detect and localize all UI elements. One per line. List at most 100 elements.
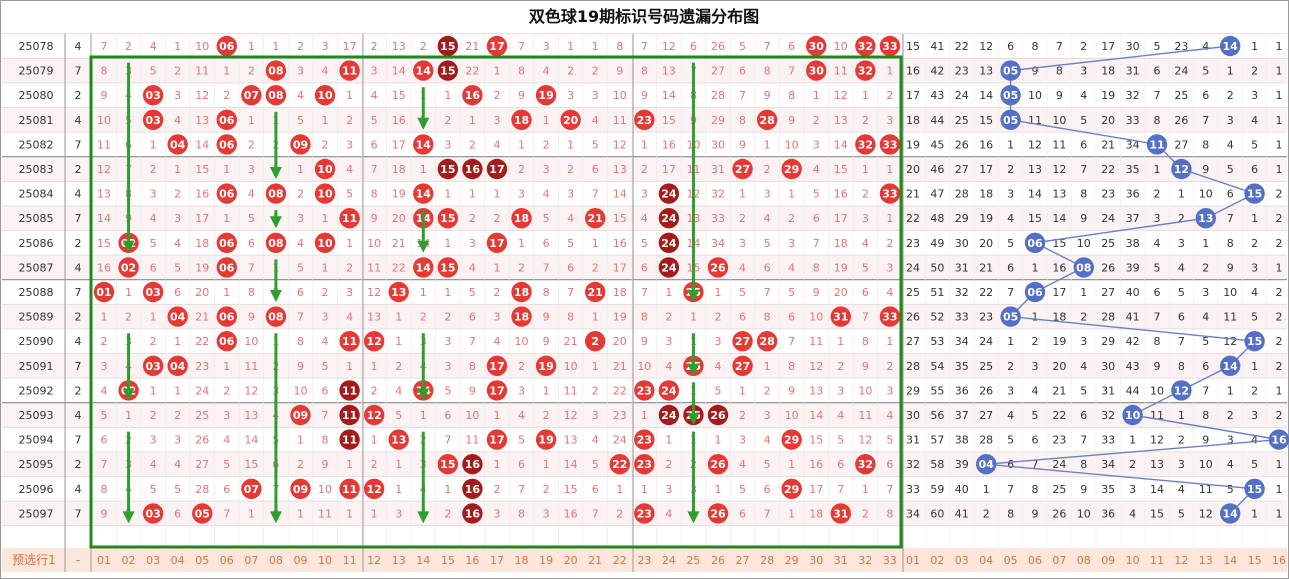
red-ball	[216, 331, 237, 352]
period-label: 25083	[19, 163, 54, 176]
red-miss-value: 17	[809, 483, 823, 496]
red-ball-number: 10	[317, 89, 333, 102]
footer-number: 07	[244, 554, 258, 567]
red-miss-value: 4	[764, 434, 771, 447]
blue-miss-value: 50	[930, 261, 944, 274]
blue-miss-value: 46	[930, 163, 944, 176]
blue-miss-value: 9	[1080, 212, 1087, 225]
red-ball-number: 10	[317, 188, 333, 201]
period-value: 2	[75, 458, 82, 471]
blue-miss-value: 8	[1202, 138, 1209, 151]
red-miss-value: 4	[174, 237, 181, 250]
red-miss-value: 14	[244, 434, 258, 447]
red-miss-value: 14	[97, 212, 111, 225]
red-miss-value: 3	[346, 138, 353, 151]
blue-miss-value: 1	[1276, 89, 1283, 102]
red-ball	[830, 306, 851, 327]
blue-ball-number: 11	[1149, 138, 1164, 151]
red-miss-value: 4	[739, 458, 746, 471]
blue-miss-value: 26	[1052, 507, 1066, 520]
red-miss-value: 2	[518, 360, 525, 373]
red-ball	[363, 478, 385, 499]
blue-ball-number: 05	[1003, 65, 1018, 78]
red-ball-number: 06	[219, 335, 235, 348]
red-miss-value: 1	[788, 507, 795, 520]
blue-miss-value: 6	[1032, 434, 1039, 447]
blue-miss-value: 1	[1276, 40, 1283, 53]
red-miss-value: 9	[862, 360, 869, 373]
red-miss-value: 6	[174, 507, 181, 520]
blue-ball	[1195, 208, 1217, 229]
red-miss-value: 3	[886, 384, 893, 397]
red-miss-value: 2	[469, 212, 476, 225]
blue-miss-value: 7	[1080, 434, 1087, 447]
period-label: 25084	[19, 188, 54, 201]
red-miss-value: 2	[543, 138, 550, 151]
red-ball-number: 14	[416, 188, 432, 201]
red-ball-number: 09	[293, 409, 308, 422]
blue-ball	[1146, 134, 1168, 155]
red-miss-value: 1	[543, 384, 550, 397]
red-miss-value: 1	[248, 40, 255, 53]
red-ball	[781, 158, 802, 180]
blue-miss-value: 4	[1227, 138, 1234, 151]
blue-miss-value: 12	[979, 40, 993, 53]
red-miss-value: 1	[592, 360, 599, 373]
red-miss-value: 2	[886, 89, 893, 102]
footer-number: 11	[1150, 554, 1164, 567]
blue-miss-value: 1	[1007, 138, 1014, 151]
red-ball	[658, 257, 680, 278]
red-ball-number: 2	[591, 335, 599, 348]
red-miss-value: 10	[293, 384, 307, 397]
red-miss-value: 30	[711, 138, 725, 151]
red-ball	[314, 232, 336, 253]
red-miss-value: 12	[195, 89, 209, 102]
blue-miss-value: 12	[1223, 335, 1237, 348]
row-stripe	[2, 58, 1287, 83]
blue-miss-value: 19	[906, 138, 920, 151]
red-ball-number: 15	[440, 40, 455, 53]
red-miss-value: 1	[862, 89, 869, 102]
blue-miss-value: 2	[1129, 458, 1136, 471]
red-miss-value: 14	[809, 409, 823, 422]
blue-miss-value: 5	[1154, 261, 1161, 274]
red-miss-value: 10	[515, 335, 529, 348]
red-ball-number: 19	[538, 434, 553, 447]
blue-miss-value: 2	[983, 507, 990, 520]
red-miss-value: 4	[322, 65, 329, 78]
red-miss-value: 14	[564, 458, 578, 471]
blue-miss-value: 40	[955, 483, 969, 496]
red-miss-value: 10	[785, 409, 799, 422]
red-miss-value: 3	[715, 335, 722, 348]
red-ball-number: 26	[710, 409, 726, 422]
footer-number: 14	[1223, 554, 1237, 567]
red-miss-value: 5	[371, 114, 378, 127]
blue-miss-value: 30	[955, 237, 969, 250]
red-miss-value: 6	[886, 458, 893, 471]
footer-number: 12	[367, 554, 381, 567]
blue-miss-value: 3	[1154, 212, 1161, 225]
red-ball	[314, 183, 336, 204]
footer-number: 01	[906, 554, 920, 567]
blue-miss-value: 2	[1227, 409, 1234, 422]
red-miss-value: 1	[223, 360, 230, 373]
red-miss-value: 16	[195, 188, 209, 201]
red-ball	[707, 454, 729, 475]
red-miss-value: 2	[592, 261, 599, 274]
blue-ball	[1000, 85, 1021, 106]
footer-number: 21	[588, 554, 602, 567]
red-ball	[486, 232, 508, 253]
red-miss-value: 2	[444, 311, 451, 324]
red-miss-value: 4	[469, 261, 476, 274]
blue-miss-value: 5	[1251, 311, 1258, 324]
footer-number: 06	[220, 554, 234, 567]
red-miss-value: 3	[592, 89, 599, 102]
period-value: 2	[75, 89, 82, 102]
red-miss-value: 3	[665, 335, 672, 348]
red-miss-value: 1	[469, 114, 476, 127]
blue-ball	[1171, 158, 1192, 180]
row-stripe	[2, 156, 1287, 182]
red-miss-value: 3	[150, 188, 157, 201]
blue-miss-value: 10	[1052, 114, 1066, 127]
blue-miss-value: 1	[1178, 409, 1185, 422]
